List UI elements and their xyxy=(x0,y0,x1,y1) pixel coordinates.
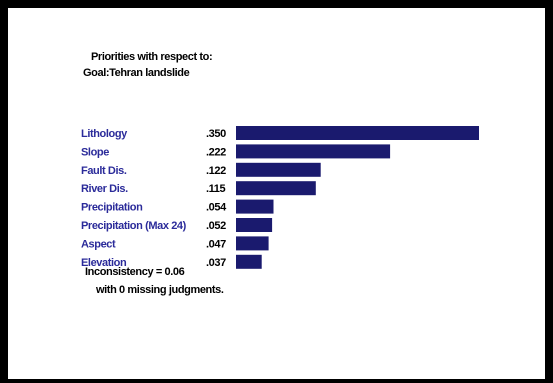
value-label: .047 xyxy=(206,238,226,250)
priority-bar xyxy=(236,199,274,214)
category-label: Lithology xyxy=(81,128,128,140)
value-label: .122 xyxy=(206,165,226,177)
category-label: Precipitation xyxy=(81,202,143,214)
missing-judgments-text: with 0 missing judgments. xyxy=(96,284,224,296)
category-label: Elevation xyxy=(81,257,127,269)
category-label: Fault Dis. xyxy=(81,165,127,177)
priority-bar xyxy=(236,126,479,140)
value-label: .052 xyxy=(206,220,226,232)
priority-bar xyxy=(236,236,269,251)
priority-bar xyxy=(236,162,321,177)
category-label: Precipitation (Max 24) xyxy=(81,220,187,232)
priorities-header: Priorities with respect to: Goal:Tehran … xyxy=(0,0,553,120)
goal-label: Goal:Tehran landslide xyxy=(83,67,190,79)
priority-bar xyxy=(236,181,316,196)
priority-bar xyxy=(236,254,262,269)
value-label: .350 xyxy=(206,128,226,140)
priority-bar xyxy=(236,218,273,232)
value-label: .037 xyxy=(206,257,226,269)
category-label: River Dis. xyxy=(81,183,128,195)
category-label: Aspect xyxy=(81,238,116,250)
value-label: .115 xyxy=(206,183,225,195)
inconsistency-text: Inconsistency = 0.06 xyxy=(85,266,185,278)
header-title: Priorities with respect to: xyxy=(91,51,213,63)
value-label: .054 xyxy=(206,202,227,214)
priority-bar xyxy=(236,144,391,159)
category-label: Slope xyxy=(81,146,109,158)
value-label: .222 xyxy=(206,146,226,158)
